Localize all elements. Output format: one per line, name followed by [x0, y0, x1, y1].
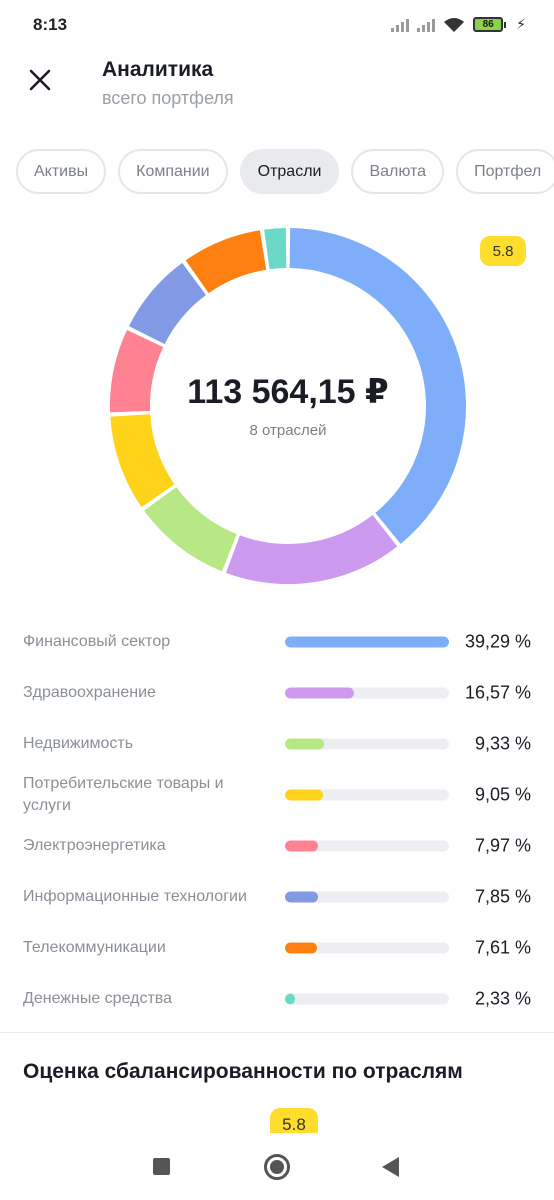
- sector-percent: 7,61 %: [474, 937, 531, 957]
- donut-slice[interactable]: [264, 228, 287, 270]
- sector-progress-bar: [285, 636, 449, 647]
- sector-progress-bar: [285, 993, 449, 1004]
- sector-progress-bar: [285, 942, 449, 953]
- tab-3[interactable]: Валюта: [351, 149, 445, 194]
- sector-percent: 7,97 %: [474, 835, 531, 855]
- sector-progress-fill: [285, 993, 295, 1004]
- donut-slice[interactable]: [289, 228, 466, 544]
- sector-progress-fill: [285, 891, 318, 902]
- sector-progress-fill: [285, 636, 449, 647]
- sector-count: 8 отраслей: [249, 422, 327, 439]
- sector-row[interactable]: Денежные средства 2,33 %: [0, 973, 554, 1024]
- donut-slice[interactable]: [110, 413, 175, 508]
- page-subtitle: всего портфеля: [102, 88, 234, 108]
- tab-bar: Активы Компании Отрасли Валюта Портфел: [16, 149, 554, 194]
- signal-icon: [391, 18, 410, 32]
- status-icons: 86 ⚡: [391, 16, 526, 33]
- sector-progress-fill: [285, 840, 319, 851]
- sector-row[interactable]: Электроэнергетика 7,97 %: [0, 820, 554, 871]
- donut-slice[interactable]: [185, 230, 267, 294]
- sector-progress-bar: [285, 891, 449, 902]
- tab-0[interactable]: Активы: [16, 149, 107, 194]
- page-title: Аналитика: [102, 58, 214, 81]
- tab-1[interactable]: Компании: [118, 149, 228, 194]
- sector-progress-fill: [285, 687, 355, 698]
- donut-slice[interactable]: [110, 330, 164, 413]
- sector-progress-fill: [285, 789, 323, 800]
- sector-percent: 7,85 %: [474, 886, 531, 906]
- sector-progress-fill: [285, 738, 324, 749]
- sector-name: Недвижимость: [23, 734, 134, 752]
- sector-donut-chart: [110, 228, 466, 584]
- sector-name: Здравоохранение: [23, 683, 156, 701]
- battery-icon: 86: [473, 17, 507, 32]
- battery-level: 86: [473, 17, 504, 32]
- sector-row[interactable]: Информационные технологии 7,85 %: [0, 871, 554, 922]
- balance-section-title: Оценка сбалансированности по отраслям: [23, 1060, 463, 1083]
- tab-2[interactable]: Отрасли: [239, 149, 340, 194]
- sector-name: Денежные средства: [23, 989, 172, 1007]
- close-button[interactable]: [22, 62, 58, 98]
- tab-4[interactable]: Портфел: [456, 149, 554, 194]
- signal-icon-2: [417, 18, 436, 32]
- system-nav-bar: [0, 1133, 554, 1200]
- sector-percent: 9,33 %: [474, 733, 531, 753]
- sector-row[interactable]: Здравоохранение 16,57 %: [0, 667, 554, 718]
- sector-list: Финансовый сектор 39,29 % Здравоохранение 1…: [0, 616, 554, 1024]
- sector-progress-bar: [285, 738, 449, 749]
- sector-row[interactable]: Телекоммуникации 7,61 %: [0, 922, 554, 973]
- recents-button[interactable]: [153, 1158, 170, 1175]
- wifi-icon: [444, 17, 465, 32]
- close-icon: [29, 69, 51, 91]
- charging-icon: ⚡: [516, 16, 526, 32]
- sector-name: Информационные технологии: [23, 887, 247, 905]
- sector-name: Финансовый сектор: [23, 632, 171, 650]
- sector-progress-bar: [285, 789, 449, 800]
- portfolio-total: 113 564,15 ₽: [187, 373, 389, 411]
- back-button[interactable]: [382, 1157, 399, 1177]
- sector-row[interactable]: Недвижимость 9,33 %: [0, 718, 554, 769]
- sector-percent: 9,05 %: [474, 784, 531, 804]
- sector-percent: 2,33 %: [474, 988, 531, 1008]
- sector-progress-bar: [285, 687, 449, 698]
- sector-name: Телекоммуникации: [23, 938, 166, 956]
- sector-percent: 16,57 %: [464, 682, 531, 702]
- sector-row[interactable]: Потребительские товары и услуги 9,05 %: [0, 769, 554, 820]
- score-badge[interactable]: 5.8: [480, 236, 526, 266]
- sector-progress-bar: [285, 840, 449, 851]
- status-bar: 8:13 86 ⚡: [0, 0, 554, 50]
- section-divider: [0, 1032, 554, 1033]
- donut-slice[interactable]: [144, 486, 238, 572]
- sector-percent: 39,29 %: [464, 631, 531, 651]
- home-button[interactable]: [264, 1154, 290, 1180]
- status-time: 8:13: [33, 15, 68, 34]
- donut-slice[interactable]: [128, 262, 207, 345]
- donut-slice[interactable]: [225, 514, 398, 584]
- sector-row[interactable]: Финансовый сектор 39,29 %: [0, 616, 554, 667]
- sector-name: Потребительские товары и услуги: [23, 774, 224, 814]
- sector-progress-fill: [285, 942, 317, 953]
- sector-name: Электроэнергетика: [23, 836, 166, 854]
